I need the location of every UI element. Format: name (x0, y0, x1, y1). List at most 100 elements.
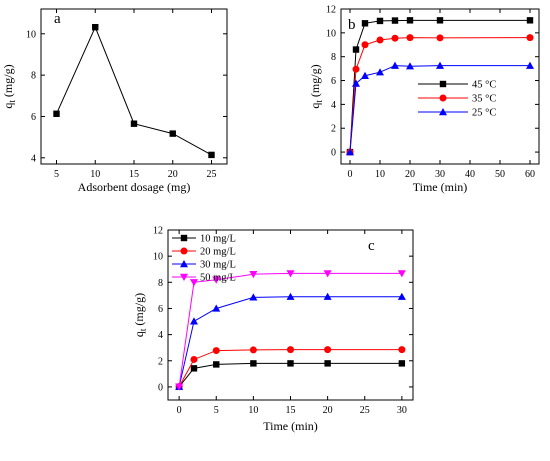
x-tick-label: 10 (90, 169, 100, 180)
legend-label: 35 °C (472, 94, 496, 105)
legend: 45 °C 35 °C 25 °C (418, 80, 496, 119)
x-tick-label: 30 (435, 169, 445, 180)
series-line (178, 349, 402, 387)
legend-label: 25 °C (472, 108, 496, 119)
data-point (526, 34, 534, 42)
x-axis-label: Adsorbent dosage (mg) (78, 180, 191, 194)
data-point (92, 23, 99, 31)
data-point (323, 292, 332, 300)
x-tick-label: 20 (168, 169, 178, 180)
series-line (349, 37, 531, 153)
y-tick-label: 2 (158, 356, 163, 367)
data-point (436, 34, 444, 42)
data-point (287, 360, 294, 367)
y-tick-label: 4 (331, 100, 336, 111)
legend: 10 mg/L 20 mg/L 30 mg/L 50 mg/L (172, 234, 236, 284)
data-point (250, 360, 257, 367)
data-point (352, 65, 360, 73)
y-axis-label: qt (mg/g) (308, 64, 324, 108)
data-point (249, 293, 258, 301)
data-point (436, 61, 444, 69)
x-tick-label: 0 (348, 169, 353, 180)
data-point (190, 365, 198, 372)
data-point (249, 346, 257, 354)
data-point (130, 120, 138, 127)
y-tick-label: 0 (158, 382, 163, 393)
data-point (53, 110, 60, 117)
y-tick-label: 2 (331, 124, 336, 135)
data-point (436, 17, 444, 24)
legend-label: 30 mg/L (200, 260, 236, 271)
data-point (324, 346, 332, 354)
panel-tag: b (348, 17, 356, 33)
legend-label: 45 °C (472, 80, 496, 91)
y-tick-label: 4 (31, 153, 36, 164)
series-line (178, 362, 402, 387)
legend-marker (180, 260, 188, 268)
y-tick-label: 8 (31, 71, 36, 82)
y-tick-label: 10 (153, 252, 163, 263)
x-axis-label: Time (min) (413, 180, 468, 194)
series-2 (346, 61, 534, 156)
series-line (349, 19, 530, 153)
legend-marker (439, 94, 447, 102)
data-point (391, 61, 399, 69)
y-tick-label: 10 (326, 28, 336, 39)
data-point (361, 71, 369, 79)
data-point (286, 270, 295, 278)
x-tick-label: 25 (360, 405, 370, 416)
y-tick-label: 12 (153, 226, 163, 237)
series-line (178, 296, 402, 387)
data-point (352, 79, 360, 87)
series-1 (346, 34, 534, 156)
y-tick-label: 6 (31, 112, 36, 123)
legend-label: 20 mg/L (200, 247, 236, 258)
x-tick-label: 5 (214, 405, 219, 416)
series-line (178, 272, 402, 387)
data-point (352, 46, 360, 53)
x-tick-label: 20 (405, 169, 415, 180)
data-point (323, 270, 332, 278)
y-tick-label: 10 (26, 29, 36, 40)
y-tick-label: 6 (331, 76, 336, 87)
series-0 (53, 23, 215, 159)
x-tick-label: 20 (323, 405, 333, 416)
data-point (212, 304, 221, 312)
data-point (406, 62, 414, 70)
data-point (376, 36, 384, 44)
panel-tag: a (54, 11, 61, 27)
series-3 (175, 270, 406, 391)
y-tick-label: 4 (158, 330, 163, 341)
data-point (398, 360, 406, 367)
chart-panel-c: 0 5 10 15 20 25 30 0 2 4 6 8 10 12 Time (min) qt (mg/g)… (132, 226, 414, 433)
legend-marker (180, 234, 188, 242)
data-point (397, 270, 406, 278)
y-tick-label: 12 (326, 5, 336, 16)
data-point (190, 355, 198, 363)
x-tick-label: 15 (129, 169, 139, 180)
x-tick-label: 40 (465, 169, 475, 180)
data-point (212, 276, 221, 284)
data-point (391, 34, 399, 42)
data-point (398, 346, 406, 354)
x-tick-label: 15 (286, 405, 296, 416)
y-axis-label: qt (mg/g) (1, 64, 17, 108)
data-point (287, 346, 294, 354)
data-point (346, 148, 354, 156)
x-tick-label: 10 (248, 405, 258, 416)
y-axis-label: qt (mg/g) (132, 293, 148, 337)
data-point (406, 17, 414, 24)
data-point (526, 61, 534, 69)
y-tick-label: 0 (331, 148, 336, 159)
data-point (361, 41, 369, 49)
data-point (175, 383, 184, 391)
legend-marker (439, 80, 447, 88)
series-0 (175, 360, 406, 390)
data-point (189, 317, 198, 325)
legend-label: 50 mg/L (200, 273, 236, 284)
y-tick-label: 8 (331, 52, 336, 63)
series-line (349, 65, 530, 153)
series-0 (346, 17, 534, 156)
data-point (286, 292, 295, 300)
